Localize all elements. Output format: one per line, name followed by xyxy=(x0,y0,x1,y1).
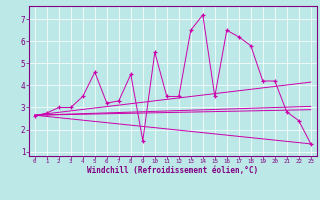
X-axis label: Windchill (Refroidissement éolien,°C): Windchill (Refroidissement éolien,°C) xyxy=(87,166,258,175)
